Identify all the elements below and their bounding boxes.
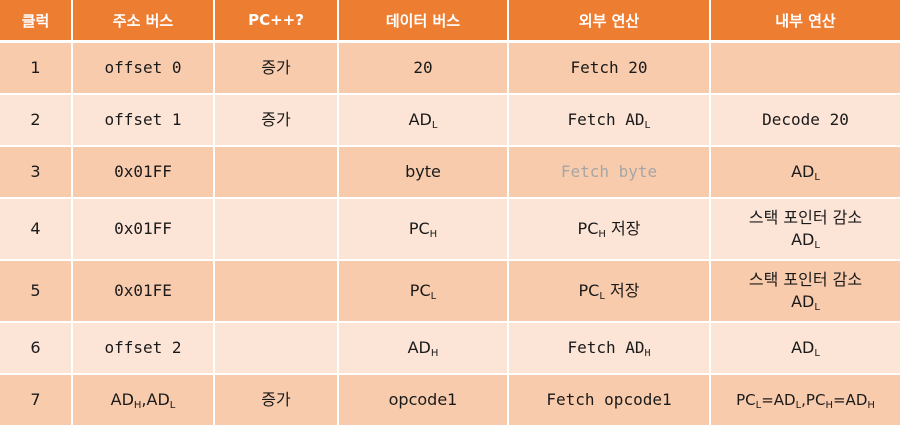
table-row: 5 0x01FE PCL PCL 저장 스택 포인터 감소 ADL xyxy=(0,260,900,323)
data-cell: opcode1 xyxy=(338,374,509,427)
pc-cell: 증가 xyxy=(214,374,339,427)
internal-op-cell: ADL xyxy=(710,322,900,375)
pc-cell: 증가 xyxy=(214,41,339,95)
pc-cell xyxy=(214,260,339,323)
clock-cell: 5 xyxy=(0,260,73,323)
table-row: 6 offset 2 ADH Fetch ADH ADL xyxy=(0,322,900,375)
address-cell: offset 1 xyxy=(72,94,215,147)
pc-cell xyxy=(214,198,339,261)
header-internal-op: 내부 연산 xyxy=(710,0,900,43)
pc-cell: 증가 xyxy=(214,94,339,147)
table-row: 4 0x01FF PCH PCH 저장 스택 포인터 감소 ADL xyxy=(0,198,900,261)
address-cell: 0x01FE xyxy=(72,260,215,323)
external-op-cell: Fetch ADL xyxy=(508,94,711,147)
pc-cell xyxy=(214,322,339,375)
external-op-cell: Fetch opcode1 xyxy=(508,374,711,427)
external-op-cell: Fetch 20 xyxy=(508,41,711,95)
data-cell: PCH xyxy=(338,198,509,261)
data-cell: 20 xyxy=(338,41,509,95)
internal-op-cell xyxy=(710,41,900,95)
data-cell: PCL xyxy=(338,260,509,323)
external-op-cell: Fetch ADH xyxy=(508,322,711,375)
pc-cell xyxy=(214,146,339,199)
clock-cell: 4 xyxy=(0,198,73,261)
external-op-cell: Fetch byte xyxy=(508,146,711,199)
internal-op-cell: 스택 포인터 감소 ADL xyxy=(710,198,900,261)
address-cell: offset 2 xyxy=(72,322,215,375)
address-cell: ADH,ADL xyxy=(72,374,215,427)
address-cell: offset 0 xyxy=(72,41,215,95)
clock-cell: 1 xyxy=(0,41,73,95)
data-cell: ADL xyxy=(338,94,509,147)
internal-op-cell: 스택 포인터 감소 ADL xyxy=(710,260,900,323)
table-row: 2 offset 1 증가 ADL Fetch ADL Decode 20 xyxy=(0,94,900,147)
address-cell: 0x01FF xyxy=(72,146,215,199)
data-cell: ADH xyxy=(338,322,509,375)
header-external-op: 외부 연산 xyxy=(508,0,711,43)
internal-op-cell: Decode 20 xyxy=(710,94,900,147)
internal-op-cell: ADL xyxy=(710,146,900,199)
header-row: 클럭 주소 버스 PC++? 데이터 버스 외부 연산 내부 연산 xyxy=(0,0,900,43)
address-cell: 0x01FF xyxy=(72,198,215,261)
header-clock: 클럭 xyxy=(0,0,73,43)
clock-cell: 3 xyxy=(0,146,73,199)
header-address-bus: 주소 버스 xyxy=(72,0,215,43)
external-op-cell: PCL 저장 xyxy=(508,260,711,323)
table-row: 1 offset 0 증가 20 Fetch 20 xyxy=(0,41,900,95)
internal-op-cell: PCL=ADL,PCH=ADH xyxy=(710,374,900,427)
clock-cell: 7 xyxy=(0,374,73,427)
table-row: 3 0x01FF byte Fetch byte ADL xyxy=(0,146,900,199)
data-cell: byte xyxy=(338,146,509,199)
header-pc-increment: PC++? xyxy=(214,0,339,43)
external-op-cell: PCH 저장 xyxy=(508,198,711,261)
clock-cell: 2 xyxy=(0,94,73,147)
header-data-bus: 데이터 버스 xyxy=(338,0,509,43)
table-row: 7 ADH,ADL 증가 opcode1 Fetch opcode1 PCL=A… xyxy=(0,374,900,427)
clock-cell: 6 xyxy=(0,322,73,375)
